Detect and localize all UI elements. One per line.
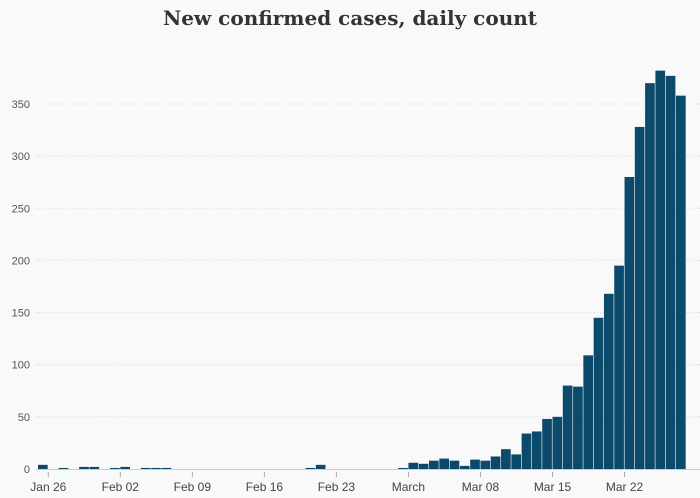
y-tick-label: 50 [18, 412, 30, 424]
y-tick-label: 150 [12, 308, 30, 320]
bar [593, 317, 604, 469]
bar [655, 70, 666, 469]
bar [470, 459, 480, 469]
bar [531, 431, 542, 469]
bar [58, 467, 69, 469]
bar [161, 467, 172, 469]
bar [120, 466, 131, 469]
bar [573, 386, 583, 469]
bar [603, 293, 614, 469]
y-tick-label: 350 [12, 99, 30, 111]
bar [501, 449, 511, 469]
bar [614, 265, 624, 469]
y-tick-label: 100 [12, 360, 30, 372]
bar [511, 454, 522, 469]
bar [429, 460, 439, 469]
bar [583, 355, 594, 469]
y-tick-label: 250 [12, 203, 30, 215]
bar [562, 385, 573, 469]
bar [634, 126, 645, 469]
x-tick-label: Feb 23 [318, 480, 356, 494]
bar [459, 465, 470, 469]
bar [449, 460, 460, 469]
bar [89, 466, 100, 469]
bar [305, 467, 316, 469]
bar [521, 433, 532, 469]
bar [38, 464, 48, 469]
x-tick-label: Feb 02 [102, 480, 140, 494]
bar [552, 416, 563, 469]
x-tick-label: Jan 26 [30, 480, 66, 494]
chart-title: New confirmed cases, daily count [162, 6, 538, 30]
bar [151, 467, 161, 469]
x-tick-label: Mar 08 [462, 480, 500, 494]
bar [542, 418, 552, 469]
bar [408, 462, 419, 469]
bar [665, 75, 676, 469]
bar [675, 95, 686, 470]
bar [645, 83, 655, 470]
x-tick-label: Feb 16 [246, 480, 284, 494]
bar [480, 460, 491, 469]
bar [624, 177, 635, 469]
x-tick-label: Feb 09 [174, 480, 212, 494]
x-tick-label: March [392, 480, 425, 494]
bar [418, 463, 429, 469]
x-tick-label: Mar 15 [534, 480, 572, 494]
bar [110, 467, 120, 469]
bar [315, 464, 326, 469]
y-tick-label: 200 [12, 255, 30, 267]
bar [140, 467, 151, 469]
bar [398, 467, 408, 469]
bar [79, 466, 89, 469]
x-tick-label: Mar 22 [606, 480, 644, 494]
bar [490, 456, 501, 469]
bar [439, 458, 449, 469]
y-tick-label: 0 [24, 464, 30, 476]
y-tick-label: 300 [12, 151, 30, 163]
